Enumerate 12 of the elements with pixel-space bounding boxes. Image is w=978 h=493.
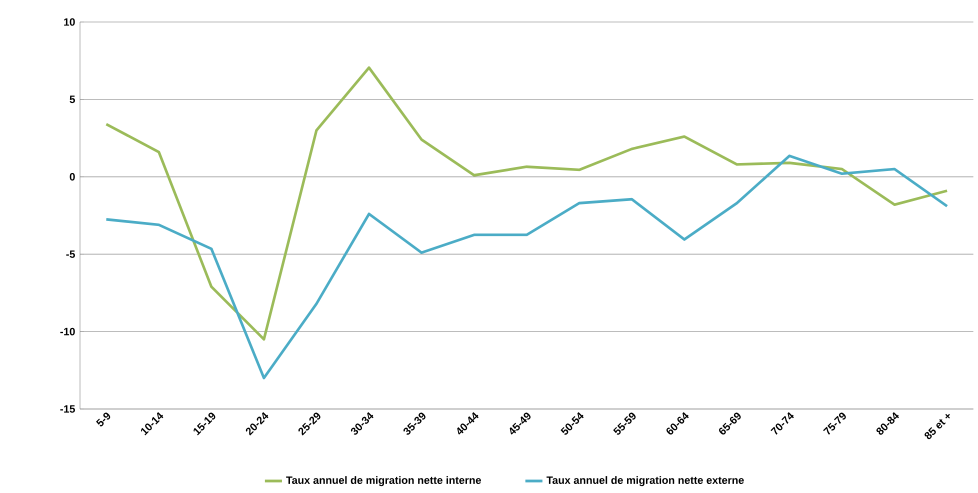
y-tick-label: -10	[60, 328, 75, 336]
legend-label: Taux annuel de migration nette interne	[286, 476, 481, 486]
y-tick-label: 10	[64, 18, 75, 26]
y-tick-label: 5	[70, 96, 75, 104]
y-tick-label: -5	[66, 250, 75, 258]
y-tick-label: -15	[60, 405, 75, 413]
x-tick-label: 85 et +	[924, 414, 950, 440]
legend-label: Taux annuel de migration nette externe	[546, 476, 744, 486]
line-series	[104, 66, 948, 341]
x-tick-label: 5-9	[96, 412, 110, 426]
line-series	[104, 154, 948, 380]
y-tick-label: 0	[70, 173, 75, 181]
